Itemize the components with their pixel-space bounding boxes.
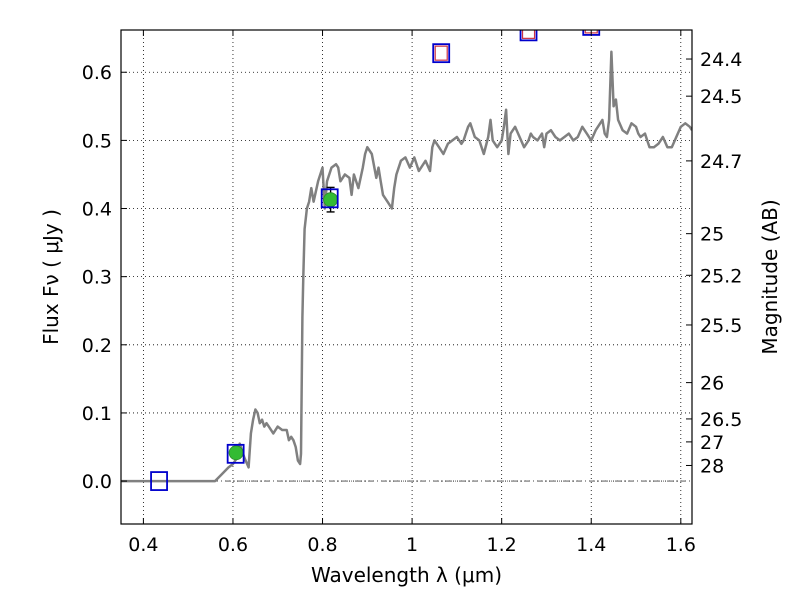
plot-frame [120, 29, 693, 525]
observed-error-bars [232, 186, 335, 458]
y-tick-label: 0.1 [82, 403, 112, 425]
x-axis-label: Wavelength λ (μm) [311, 563, 502, 587]
model-photometry-markers [150, 30, 601, 491]
model-spectrum-line [121, 50, 692, 483]
right-tick-label: 27 [700, 432, 724, 454]
right-axis-label: Magnitude (AB) [758, 199, 782, 354]
y-tick-label: 0.3 [82, 267, 112, 289]
model-photometry-square [320, 188, 339, 209]
observed-point [323, 192, 338, 208]
x-tick-label: 0.4 [128, 534, 158, 556]
y-tick-label: 0.6 [82, 62, 112, 84]
y-axis-ticks: 0.0 0.1 0.2 0.3 0.4 0.5 0.6 [82, 62, 127, 493]
right-tick-label: 25.5 [700, 315, 742, 337]
x-tick-label: 0.8 [307, 534, 337, 556]
right-tick-label: 26 [700, 373, 724, 395]
x-tick-label: 0.6 [218, 534, 248, 556]
y-axis-label: Flux Fν ( μJy ) [39, 209, 63, 345]
x-tick-label: 1.4 [576, 534, 606, 556]
x-axis-ticks: 0.4 0.6 0.8 1 1.2 1.4 1.6 [128, 30, 696, 556]
model-photometry-square [150, 471, 168, 491]
y-tick-label: 0.2 [82, 335, 112, 357]
x-tick-label: 1.6 [666, 534, 696, 556]
model-photometry-square [519, 30, 538, 42]
upper-limit-square [521, 30, 536, 39]
right-tick-label: 25.2 [700, 265, 742, 287]
model-photometry-square [226, 443, 245, 464]
model-photometry-square [432, 43, 451, 64]
y-tick-label: 0.0 [82, 471, 112, 493]
right-tick-label: 24.4 [700, 49, 742, 71]
right-tick-label: 24.7 [700, 151, 742, 173]
upper-limit-square [434, 45, 448, 61]
right-tick-label: 25 [700, 224, 724, 246]
x-tick-label: 1.2 [487, 534, 517, 556]
right-tick-label: 28 [700, 455, 724, 477]
y-tick-label: 0.5 [82, 130, 112, 152]
right-tick-label: 24.5 [700, 86, 742, 108]
grid-lines [121, 30, 692, 524]
observed-points [228, 192, 338, 461]
observed-point [228, 445, 244, 461]
right-tick-label: 26.5 [700, 409, 742, 431]
y-tick-label: 0.4 [82, 199, 112, 221]
x-tick-label: 1 [406, 534, 418, 556]
upper-limit-markers [434, 30, 598, 61]
